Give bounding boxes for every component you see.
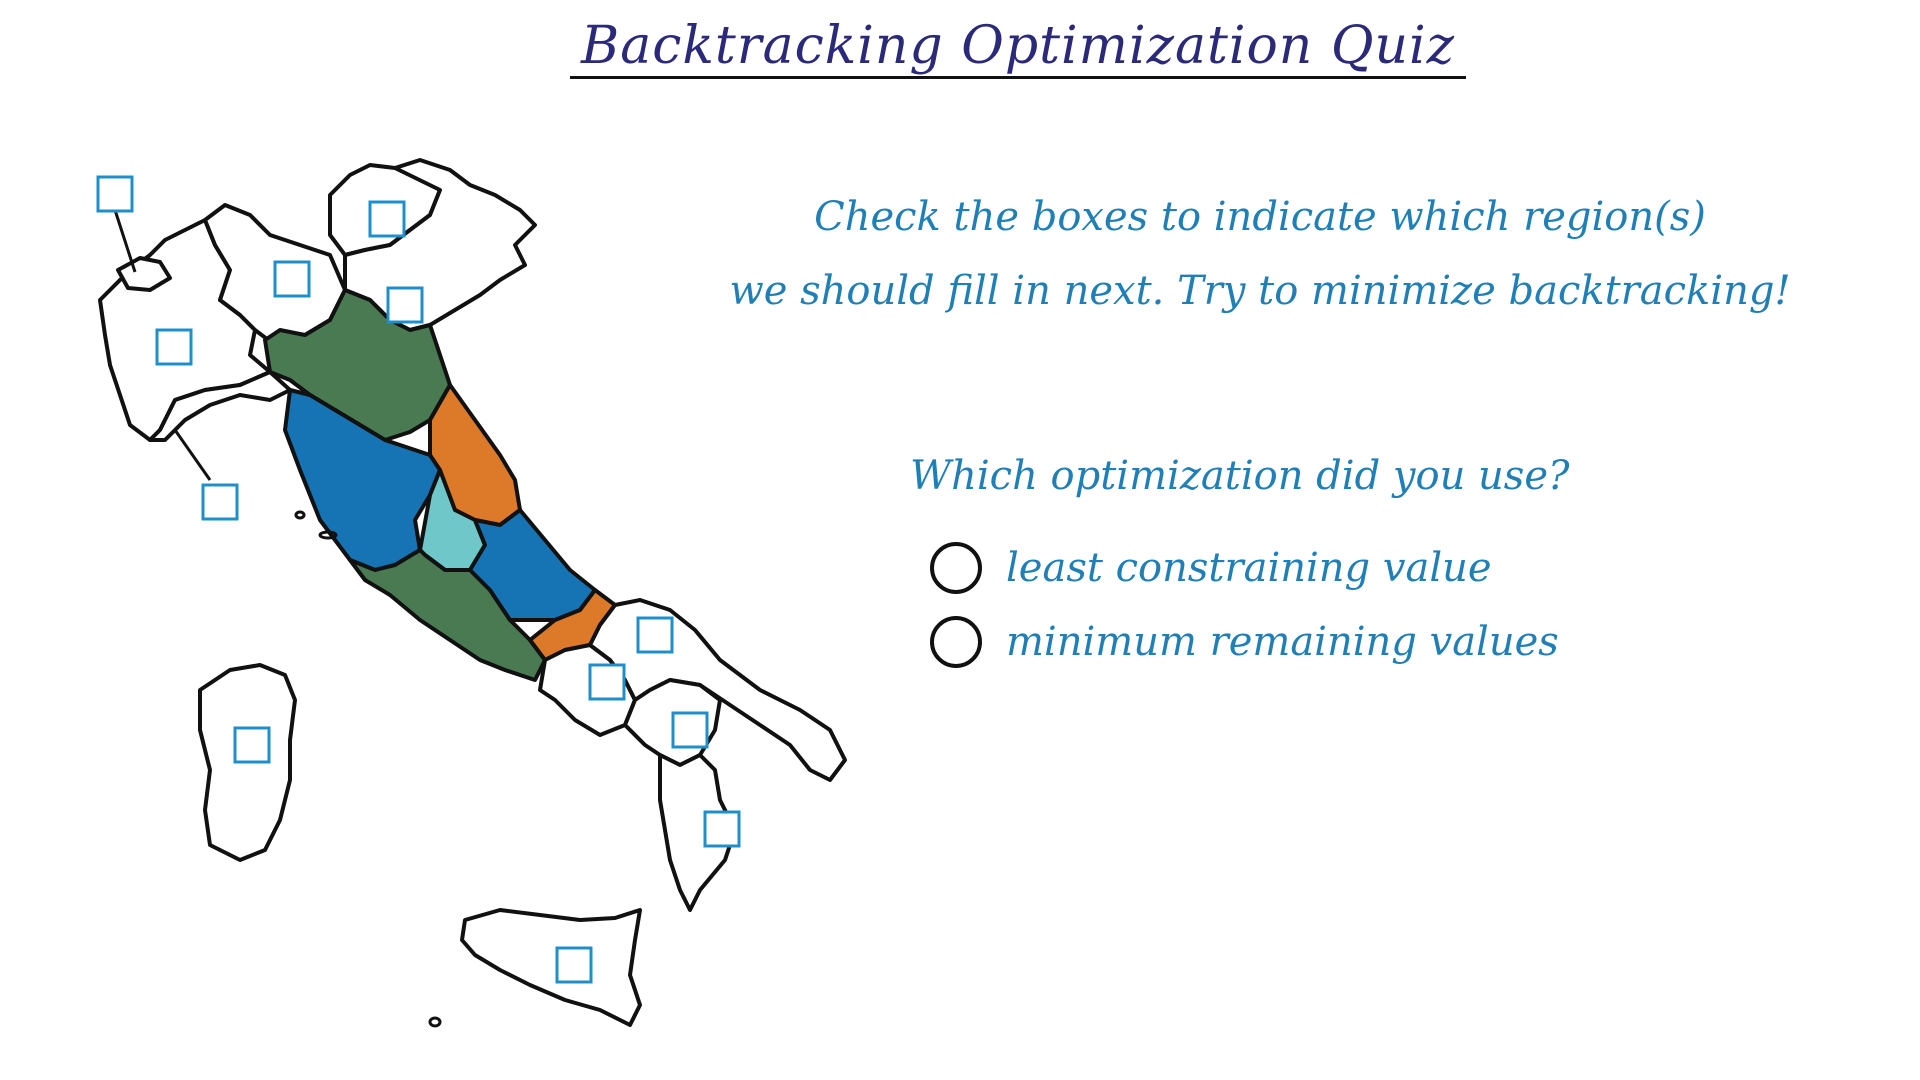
radio-button[interactable] [930,542,982,594]
checkbox-basilicata[interactable] [671,711,709,749]
checkbox-calabria[interactable] [703,810,741,848]
instructions: Check the boxes to indicate which region… [640,180,1880,328]
radio-button[interactable] [930,616,982,668]
checkbox-campania[interactable] [588,663,626,701]
checkbox-valle-daosta[interactable] [96,175,134,213]
leader-line [113,209,137,273]
island [428,1016,442,1028]
region-sicilia [460,908,642,1027]
checkbox-sardegna[interactable] [233,726,271,764]
option-least-constraining-value[interactable]: least constraining value [930,538,1710,598]
option-label: least constraining value [1006,545,1492,591]
checkbox-lombardia[interactable] [273,260,311,298]
region-puglia [588,598,847,782]
checkbox-veneto[interactable] [386,286,424,324]
option-label: minimum remaining values [1006,619,1559,665]
question-text: Which optimization did you use? [910,453,1570,499]
island [294,510,306,520]
region-toscana [283,388,442,572]
region-calabria [658,753,737,912]
island [318,530,338,540]
checkbox-liguria[interactable] [201,483,239,521]
leader-line [173,429,212,481]
instructions-line-1: Check the boxes to indicate which region… [814,194,1706,240]
region-valle-daosta [116,256,172,292]
instructions-line-2: we should fill in next. Try to minimize … [729,268,1791,314]
checkbox-trentino[interactable] [368,200,406,238]
title-underline [570,76,1466,79]
option-minimum-remaining-values[interactable]: minimum remaining values [930,612,1710,672]
page-title: Backtracking Optimization Quiz [581,16,1455,76]
checkbox-sicilia[interactable] [555,946,593,984]
italy-map [96,158,847,1028]
checkbox-piemonte[interactable] [155,328,193,366]
checkbox-puglia-north[interactable] [636,616,674,654]
